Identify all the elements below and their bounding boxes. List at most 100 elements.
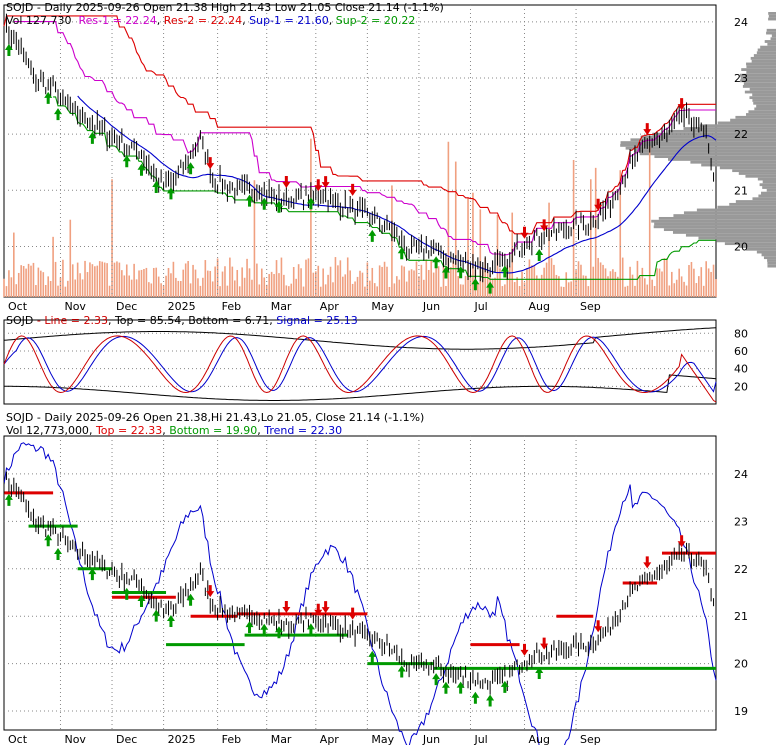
- volume-bar: [270, 271, 273, 297]
- volume-bar: [37, 267, 40, 297]
- volume-bar: [693, 268, 695, 297]
- volume-profile-bar: [738, 172, 776, 175]
- volume-bar: [94, 266, 96, 297]
- volume-profile-bar: [630, 138, 776, 142]
- volume-bar: [209, 270, 212, 297]
- panel3-vol: Vol 12,773,000: [6, 424, 89, 437]
- buy-arrow-icon: [88, 568, 97, 581]
- buy-arrow-icon: [4, 44, 13, 57]
- volume-bar: [373, 283, 376, 297]
- volume-bar: [450, 266, 452, 297]
- volume-profile-bar: [744, 90, 776, 94]
- volume-bar: [152, 267, 155, 297]
- volume-bar: [273, 274, 275, 297]
- volume-profile-bar: [668, 129, 776, 133]
- volume-profile-bar: [730, 118, 776, 122]
- sell-arrow-icon: [282, 601, 291, 614]
- buy-arrow-icon: [486, 281, 495, 294]
- volume-bar: [238, 286, 241, 297]
- volume-bar: [116, 261, 118, 297]
- volume-bar: [226, 285, 229, 297]
- volume-bar: [192, 264, 194, 297]
- volume-profile-bar: [741, 68, 776, 71]
- volume-bar: [457, 276, 460, 297]
- volume-profile-bar: [745, 174, 776, 178]
- sell-arrow-icon: [594, 198, 603, 211]
- volume-bar: [437, 266, 440, 297]
- buy-arrow-icon: [44, 91, 53, 104]
- volume-bar: [204, 260, 207, 297]
- volume-profile-bar: [767, 264, 776, 268]
- price-x-tick-label: Mar: [271, 300, 292, 313]
- volume-profile-bar: [716, 239, 776, 243]
- volume-bar: [695, 283, 698, 297]
- volume-bar: [283, 274, 285, 297]
- volume-bar: [138, 270, 140, 297]
- volume-bar: [148, 282, 150, 297]
- volume-profile-bar: [752, 93, 776, 97]
- volume-bar: [251, 279, 253, 297]
- volume-bar: [403, 266, 405, 297]
- volume-bar: [651, 279, 653, 297]
- volume-bar: [452, 261, 455, 297]
- volume-bar: [700, 267, 703, 297]
- sell-arrow-icon: [520, 643, 529, 656]
- volume-bar: [342, 276, 344, 297]
- volume-bar: [89, 262, 91, 297]
- volume-profile-bar: [658, 216, 776, 220]
- volume-profile-bar: [724, 242, 776, 246]
- volume-bar: [47, 276, 49, 297]
- volume-bar: [155, 267, 158, 297]
- volume-bar: [685, 285, 688, 297]
- volume-bar: [369, 280, 371, 297]
- volume-profile-bar: [752, 197, 776, 201]
- volume-bar: [454, 161, 457, 297]
- osc-y-tick-label: 40: [734, 363, 748, 376]
- volume-bar: [20, 265, 22, 297]
- volume-bar: [612, 269, 614, 297]
- volume-bar: [35, 285, 37, 297]
- volume-bar: [15, 284, 18, 297]
- sell-arrow-icon: [206, 157, 215, 170]
- volume-profile-bar: [672, 231, 776, 234]
- volume-bar: [64, 286, 67, 297]
- volume-bar: [499, 268, 501, 297]
- buy-arrow-icon: [122, 155, 131, 168]
- volume-profile-bar: [653, 225, 776, 229]
- volume-bar: [344, 274, 347, 297]
- volume-bar: [671, 271, 673, 297]
- volume-bar: [366, 262, 369, 297]
- buy-arrow-icon: [186, 593, 195, 606]
- volume-bar: [199, 285, 202, 297]
- volume-bar: [133, 263, 135, 297]
- volume-profile-bar: [749, 96, 776, 100]
- volume-bar: [597, 257, 599, 297]
- volume-bar: [84, 260, 86, 297]
- volume-bar: [42, 272, 45, 297]
- price-x-tick-label: Sep: [580, 300, 601, 313]
- panel2-top: Top = 85.54: [114, 314, 182, 327]
- volume-bar: [57, 285, 59, 297]
- volume-bar: [631, 274, 634, 297]
- panel1-sup2: Sup-2 = 20.22: [335, 14, 416, 27]
- volume-bar: [123, 275, 126, 297]
- volume-bar: [224, 266, 226, 297]
- volume-bar: [337, 265, 339, 297]
- volume-bar: [179, 281, 182, 297]
- volume-bar: [295, 278, 297, 297]
- volume-bar: [40, 270, 42, 297]
- volume-bar: [253, 180, 256, 297]
- sell-arrow-icon: [540, 219, 549, 232]
- volume-bar: [231, 266, 234, 297]
- volume-bar: [648, 146, 651, 297]
- volume-profile-bar: [683, 211, 776, 215]
- panel3-bottom: Bottom = 19.90: [169, 424, 258, 437]
- volume-profile-bar: [768, 12, 776, 15]
- volume-bar: [67, 280, 69, 297]
- volume-bar: [521, 271, 523, 297]
- volume-bar: [408, 270, 410, 297]
- volume-bar: [538, 278, 541, 297]
- buy-arrow-icon: [535, 248, 544, 261]
- volume-bar: [435, 263, 437, 297]
- osc-bottom-line: [4, 374, 717, 401]
